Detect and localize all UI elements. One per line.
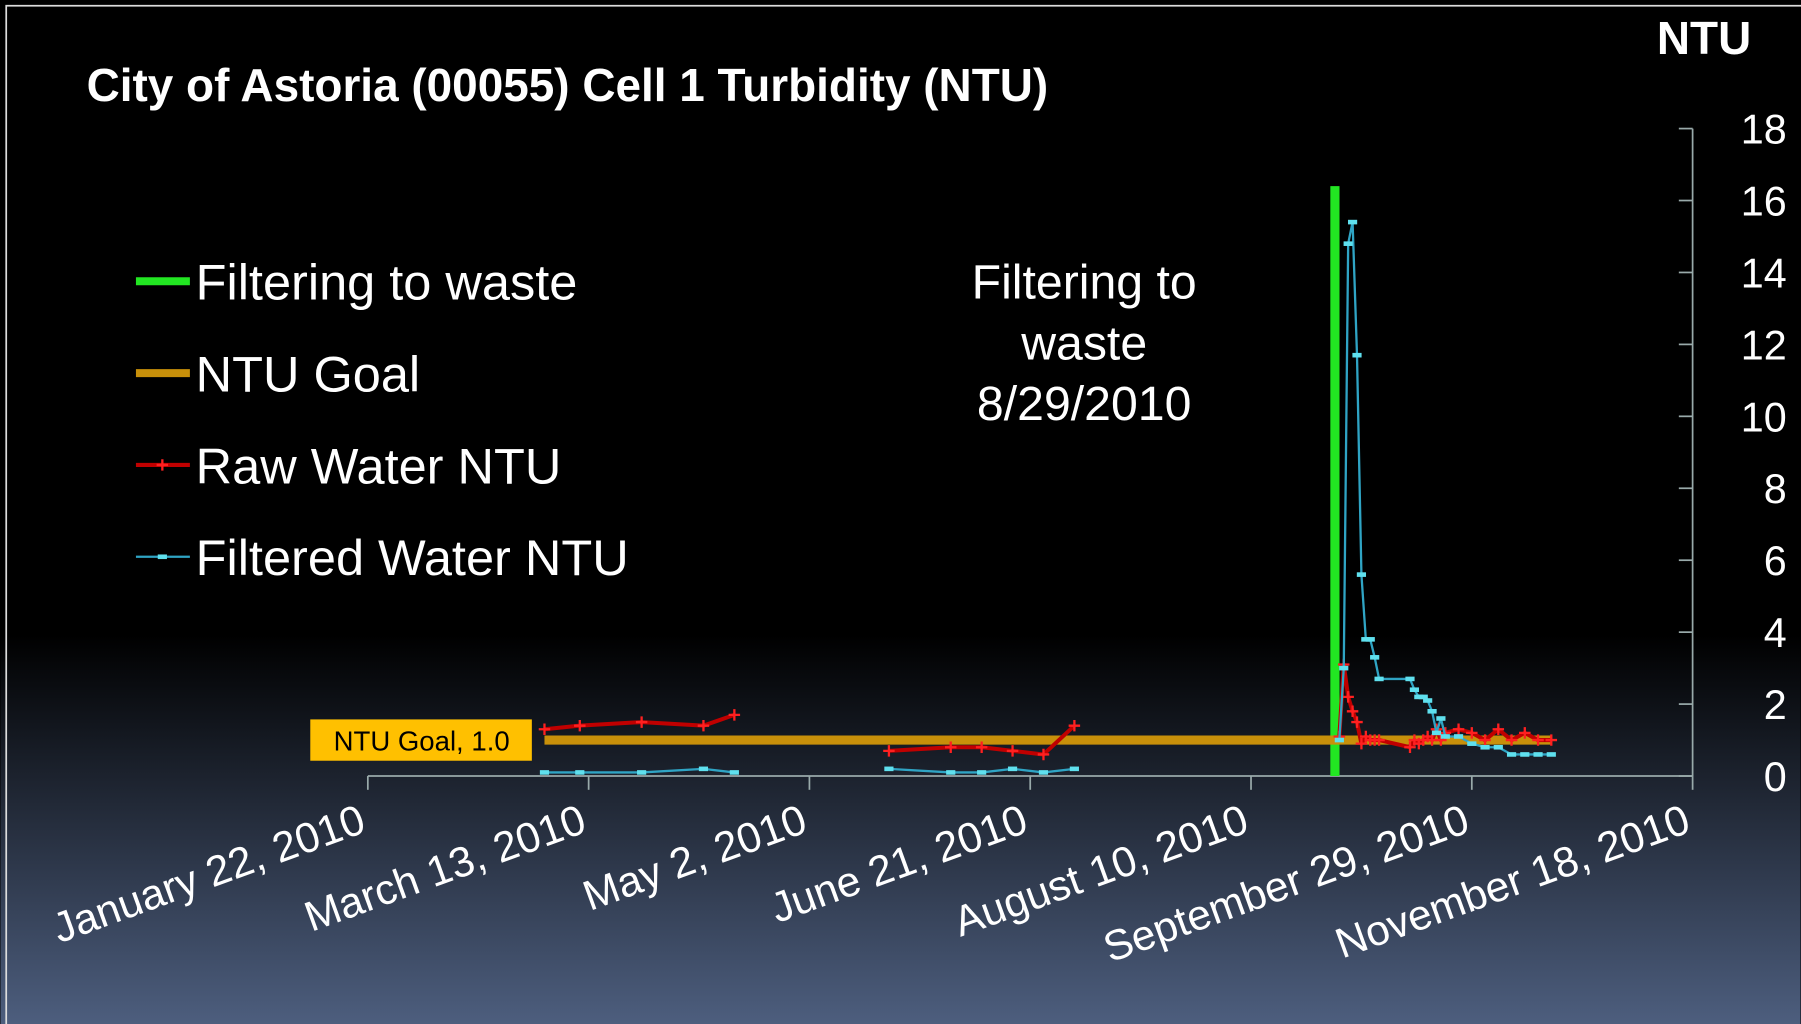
- data-point: [1467, 741, 1477, 746]
- data-point: [697, 719, 710, 732]
- data-point: [1479, 734, 1491, 746]
- data-point: [728, 709, 741, 721]
- data-point: [1370, 655, 1380, 660]
- goal-label: NTU Goal, 1.0: [334, 725, 510, 756]
- legend-label: Filtered Water NTU: [196, 529, 629, 586]
- data-point: [883, 745, 895, 757]
- y-tick-label: 18: [1741, 106, 1787, 152]
- data-point: [1007, 766, 1018, 772]
- data-point: [944, 741, 957, 753]
- y-tick-label: 2: [1764, 682, 1787, 728]
- data-point: [1480, 744, 1490, 750]
- data-point: [729, 770, 739, 775]
- data-point: [1037, 748, 1050, 761]
- data-point: [635, 716, 648, 728]
- goal-label-box: [310, 719, 532, 761]
- data-point: [1505, 734, 1518, 746]
- data-point: [1409, 687, 1419, 693]
- y-axis-label: NTU: [1657, 12, 1751, 64]
- y-tick-label: 6: [1764, 538, 1787, 584]
- data-point: [1343, 241, 1353, 246]
- data-point: [1418, 694, 1428, 700]
- data-point: [538, 723, 551, 736]
- legend-label: Filtering to waste: [196, 254, 578, 311]
- data-point: [1373, 734, 1385, 746]
- data-point: [1006, 745, 1019, 757]
- data-point: [1334, 737, 1344, 743]
- data-point: [1342, 691, 1354, 703]
- y-tick-label: 8: [1764, 466, 1787, 512]
- data-point: [1453, 734, 1464, 739]
- y-tick-label: 0: [1764, 754, 1787, 800]
- frame: [5, 4, 1801, 1024]
- legend-label: NTU Goal: [196, 345, 421, 402]
- legend-marker: [157, 554, 167, 560]
- data-point: [1545, 734, 1558, 746]
- data-point: [1427, 708, 1437, 714]
- data-point: [575, 770, 585, 775]
- data-point: [1352, 352, 1362, 358]
- annotation: 8/29/2010: [977, 377, 1191, 431]
- chart-title: City of Astoria (00055) Cell 1 Turbidity…: [87, 59, 1049, 111]
- data-point: [1405, 676, 1415, 682]
- annotation: Filtering to: [972, 255, 1197, 309]
- data-point: [1339, 665, 1349, 671]
- data-point: [1493, 744, 1503, 750]
- data-point: [1466, 727, 1478, 739]
- data-point: [1440, 734, 1450, 739]
- y-tick-label: 14: [1741, 250, 1787, 296]
- y-tick-label: 12: [1741, 322, 1787, 368]
- data-point: [1533, 752, 1543, 757]
- series: [539, 219, 1556, 775]
- data-point: [1374, 676, 1384, 682]
- data-point: [1346, 705, 1359, 718]
- y-tick-label: 16: [1741, 178, 1787, 224]
- data-point: [1431, 730, 1442, 736]
- data-point: [1069, 766, 1079, 772]
- data-point: [574, 719, 586, 732]
- data-point: [1532, 734, 1544, 746]
- data-point: [1423, 698, 1433, 703]
- annotation: waste: [1020, 316, 1147, 370]
- legend-marker: [156, 459, 169, 471]
- data-point: [946, 770, 956, 775]
- legend-label: Raw Water NTU: [196, 437, 562, 494]
- data-point: [1436, 716, 1446, 721]
- y-tick-label: 4: [1764, 610, 1787, 656]
- data-point: [977, 770, 987, 775]
- data-point: [698, 766, 709, 772]
- data-point: [1520, 752, 1530, 757]
- data-point: [1355, 737, 1368, 750]
- data-point: [637, 770, 647, 775]
- data-point: [1506, 752, 1517, 757]
- data-point: [975, 741, 988, 753]
- data-point: [1347, 219, 1358, 225]
- data-point: [1519, 727, 1531, 739]
- data-point: [1068, 719, 1081, 732]
- data-point: [1351, 716, 1363, 728]
- data-point: [1404, 741, 1416, 753]
- series: [538, 658, 1558, 761]
- data-point: [1356, 572, 1367, 577]
- data-point: [539, 770, 550, 775]
- data-point: [1492, 723, 1505, 736]
- data-point: [884, 766, 894, 772]
- data-point: [1038, 770, 1049, 775]
- y-tick-label: 10: [1741, 394, 1787, 440]
- data-point: [1546, 752, 1556, 757]
- data-point: [1365, 637, 1375, 642]
- data-point: [1452, 723, 1465, 736]
